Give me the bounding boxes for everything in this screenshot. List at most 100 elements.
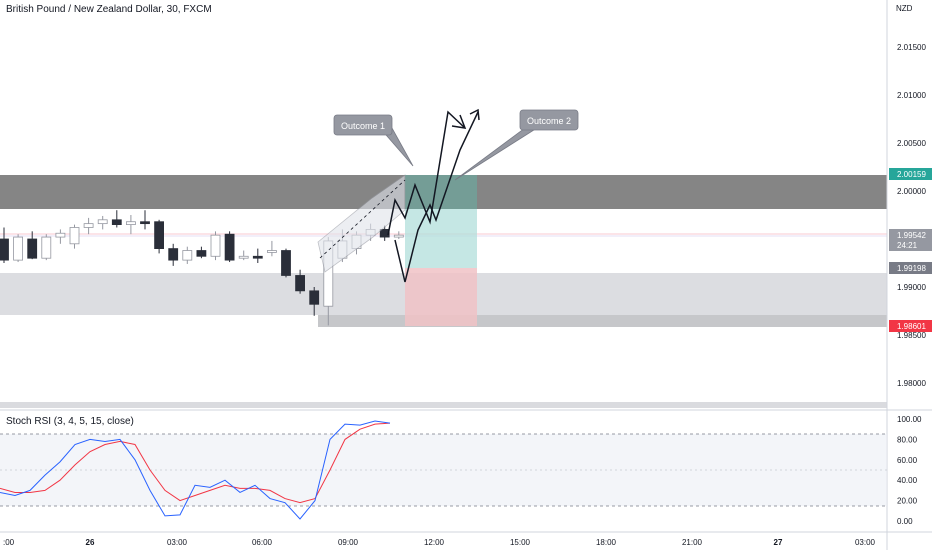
candle[interactable] — [224, 231, 235, 263]
candle[interactable] — [126, 215, 136, 235]
price-tick-label: 2.01000 — [897, 91, 926, 100]
candle[interactable] — [379, 225, 390, 241]
outcome-1-arrowhead — [451, 114, 467, 129]
price-tick-label: 2.01500 — [897, 43, 926, 52]
candle-body — [182, 250, 193, 261]
candle[interactable] — [309, 287, 320, 316]
time-tick-label: 03:00 — [167, 538, 188, 547]
candle[interactable] — [210, 231, 221, 261]
candle[interactable] — [83, 217, 94, 235]
stoch-tick-label: 40.00 — [897, 476, 918, 485]
candle[interactable] — [69, 224, 80, 249]
candle[interactable] — [281, 248, 291, 278]
time-tick-label: 03:00 — [855, 538, 876, 547]
loss-zone[interactable] — [405, 268, 477, 326]
candle[interactable] — [27, 231, 38, 260]
time-tick-label: 06:00 — [252, 538, 273, 547]
callout-outcome-2[interactable]: Outcome 2 — [454, 109, 579, 181]
candle-body — [111, 219, 122, 226]
candle-body — [266, 250, 277, 253]
candle[interactable] — [140, 210, 150, 230]
outcome-2-path[interactable] — [394, 111, 479, 283]
time-axis[interactable]: :00 26 03:00 06:00 09:00 12:00 15:00 18:00 21:00… — [0, 531, 932, 547]
outcome-1-path[interactable] — [387, 110, 466, 236]
candle-body — [69, 227, 80, 245]
time-tick-label: :00 — [3, 538, 15, 547]
stoch-tick-label: 60.00 — [897, 456, 918, 465]
candle[interactable] — [97, 215, 108, 230]
candle[interactable] — [252, 248, 263, 263]
channel-drawing[interactable] — [317, 174, 406, 273]
candle-body — [224, 233, 235, 261]
candle-body — [140, 221, 150, 225]
price-badge-stop — [889, 320, 932, 332]
price-badge-mid-text: 1.99198 — [897, 264, 926, 273]
candle-body — [393, 234, 404, 238]
candle-body — [281, 250, 291, 276]
candle[interactable] — [41, 234, 52, 261]
candle-body — [13, 236, 24, 261]
stoch-band — [0, 434, 887, 506]
price-badge-top — [889, 168, 932, 180]
candle[interactable] — [13, 234, 24, 263]
candle-body — [309, 290, 320, 305]
stoch-d-line — [0, 422, 391, 504]
candle-body — [97, 219, 108, 225]
stoch-k-line — [0, 420, 391, 520]
time-tick-label: 26 — [86, 538, 95, 547]
price-badge-mid — [889, 262, 932, 274]
currency-label: NZD — [896, 4, 913, 13]
candle-body — [154, 221, 165, 250]
price-badge-current-text: 1.99542 — [897, 231, 926, 240]
stoch-tick-label: 100.00 — [897, 415, 922, 424]
callout-outcome-1-label: Outcome 1 — [341, 121, 385, 131]
channel-dashed — [319, 179, 406, 259]
candle-body — [168, 248, 179, 261]
candle-body — [252, 255, 263, 259]
callout-outcome-2-label: Outcome 2 — [527, 116, 571, 126]
candle[interactable] — [393, 231, 404, 239]
lower-zone[interactable] — [318, 315, 887, 327]
stoch-tick-label: 80.00 — [897, 435, 918, 444]
price-tick-label: 1.98000 — [897, 379, 926, 388]
candle[interactable] — [295, 269, 306, 294]
candle[interactable] — [154, 219, 165, 254]
candle-body — [126, 221, 136, 226]
price-badge-current — [889, 229, 932, 251]
candle[interactable] — [0, 227, 9, 263]
price-tick-label: 1.99000 — [897, 283, 926, 292]
candle[interactable] — [238, 250, 249, 261]
price-pane[interactable]: Outcome 1 Outcome 2 — [0, 108, 887, 408]
candle-body — [379, 228, 390, 238]
outcome-2-arrowhead — [469, 108, 480, 121]
stoch-rsi-pane[interactable]: 100.00 80.00 60.00 40.00 20.00 0.00 — [0, 415, 922, 526]
price-badge-top-text: 2.00159 — [897, 170, 926, 179]
time-tick-label: 18:00 — [596, 538, 617, 547]
pane-bottom-strip — [0, 402, 887, 408]
price-badge-countdown-text: 24:21 — [897, 241, 918, 250]
callout-outcome-1[interactable]: Outcome 1 — [333, 114, 414, 167]
time-tick-label: 12:00 — [424, 538, 445, 547]
candle-body — [196, 250, 207, 257]
price-tick-label: 1.98500 — [897, 331, 926, 340]
price-tick-label: 2.00500 — [897, 139, 926, 148]
price-axis[interactable]: 2.015002.010002.005002.000001.995001.990… — [886, 0, 932, 550]
candle[interactable] — [168, 243, 179, 266]
candle[interactable] — [111, 210, 122, 228]
price-tick-label: 2.00000 — [897, 187, 926, 196]
candle-body — [55, 232, 66, 238]
candle[interactable] — [196, 246, 207, 259]
time-tick-label: 27 — [774, 538, 783, 547]
candle-body — [41, 236, 52, 259]
candle[interactable] — [55, 229, 66, 244]
candle[interactable] — [266, 240, 277, 257]
stoch-tick-label: 20.00 — [897, 497, 918, 506]
price-badge-stop-text: 1.98601 — [897, 322, 926, 331]
candle-body — [295, 275, 306, 292]
chart-title: British Pound / New Zealand Dollar, 30, … — [6, 4, 212, 15]
candle[interactable] — [182, 246, 193, 264]
candle-body — [27, 238, 38, 259]
candle-body — [0, 238, 9, 261]
indicator-title: Stoch RSI (3, 4, 5, 15, close) — [6, 416, 134, 427]
